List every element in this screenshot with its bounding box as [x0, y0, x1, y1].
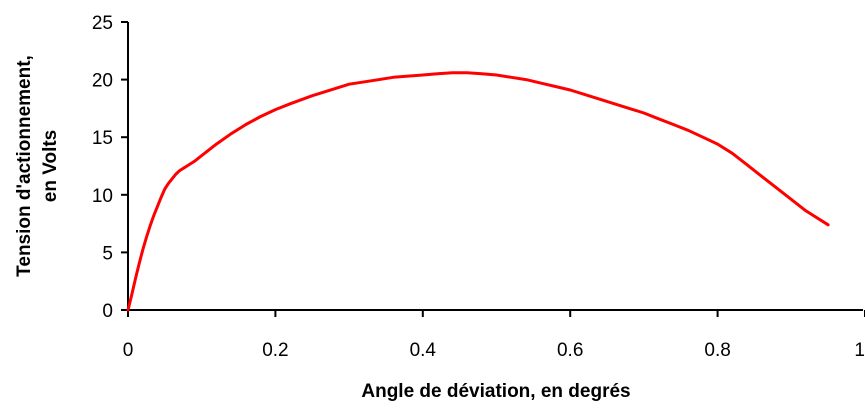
x-tick-label: 0.2 [262, 340, 288, 361]
y-axis-title-line: en Volts [40, 130, 61, 203]
y-tick-label: 10 [92, 186, 113, 207]
y-axis-title-line: Tension d'actionnement, [14, 55, 35, 277]
y-tick-label: 15 [92, 128, 113, 149]
x-tick-label: 0.8 [704, 340, 730, 361]
x-ticks: 0 0.2 0.4 0.6 0.8 1 [123, 310, 865, 361]
y-tick-label: 5 [102, 243, 113, 264]
x-axis-title: Angle de déviation, en degrés [361, 381, 630, 402]
x-tick-label: 1 [854, 340, 865, 361]
x-tick-label: 0 [123, 340, 134, 361]
y-axis-title: Tension d'actionnement, en Volts [14, 55, 61, 277]
y-tick-label: 0 [102, 301, 113, 322]
y-tick-label: 25 [92, 13, 113, 34]
y-tick-label: 20 [92, 71, 113, 92]
x-tick-label: 0.6 [557, 340, 583, 361]
series-line [126, 71, 830, 312]
x-tick-label: 0.4 [410, 340, 437, 361]
y-ticks: 0 5 10 15 20 25 [92, 13, 128, 322]
